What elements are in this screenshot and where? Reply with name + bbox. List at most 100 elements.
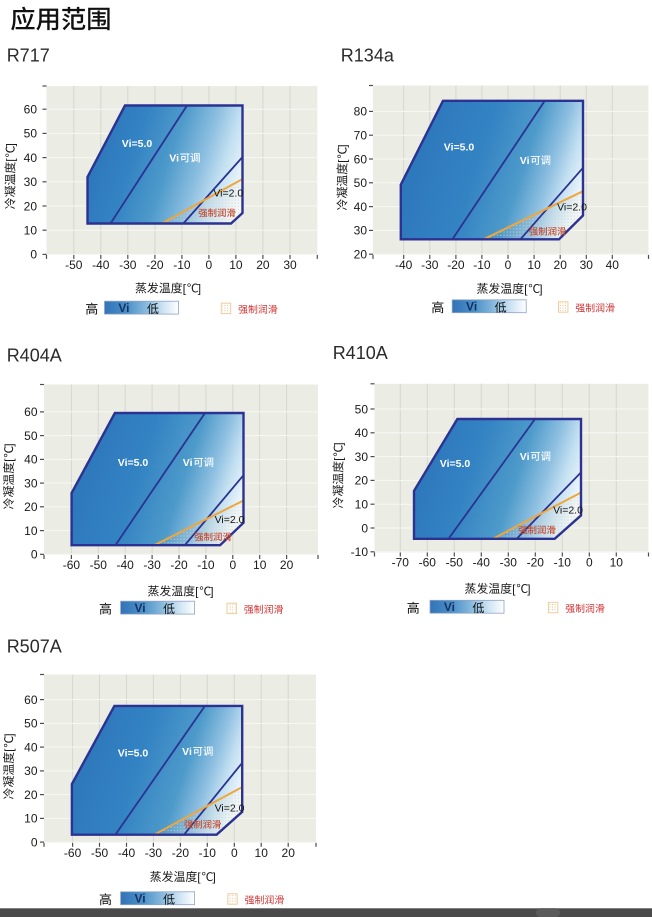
- svg-text:-10: -10: [554, 556, 572, 570]
- svg-text:R404A: R404A: [7, 346, 62, 366]
- svg-text:-60: -60: [64, 846, 82, 860]
- svg-text:50: 50: [24, 127, 38, 141]
- svg-text:]: ]: [210, 584, 213, 598]
- svg-text:R410A: R410A: [333, 343, 388, 363]
- svg-text:[: [: [524, 282, 528, 296]
- svg-text:Vi=5.0: Vi=5.0: [118, 457, 149, 469]
- svg-text:0: 0: [505, 258, 512, 272]
- svg-text:60: 60: [24, 405, 38, 419]
- svg-text:40: 40: [355, 426, 369, 440]
- svg-text:R134a: R134a: [341, 45, 395, 65]
- svg-text:Vi=5.0: Vi=5.0: [122, 138, 153, 150]
- svg-text:40: 40: [24, 151, 38, 165]
- svg-text:60: 60: [24, 693, 38, 707]
- svg-text:Vi: Vi: [466, 300, 477, 314]
- svg-text:]: ]: [213, 870, 216, 884]
- svg-text:30: 30: [580, 258, 594, 272]
- svg-text:-50: -50: [65, 258, 83, 272]
- svg-text:R717: R717: [7, 45, 50, 65]
- svg-text:Vi=2.0: Vi=2.0: [215, 803, 245, 815]
- svg-text:[: [: [512, 582, 516, 596]
- svg-text:-70: -70: [392, 556, 410, 570]
- svg-text:Vi: Vi: [182, 746, 192, 758]
- svg-text:30: 30: [24, 476, 38, 490]
- svg-text:20: 20: [282, 846, 296, 860]
- svg-text:-30: -30: [421, 258, 439, 272]
- svg-text:-60: -60: [63, 558, 81, 572]
- svg-text:70: 70: [354, 129, 368, 143]
- svg-text:-20: -20: [172, 846, 190, 860]
- svg-text:[: [: [197, 870, 201, 884]
- svg-text:]: ]: [336, 144, 350, 147]
- svg-text:10: 10: [24, 224, 38, 238]
- svg-text:60: 60: [354, 152, 368, 166]
- svg-text:]: ]: [2, 443, 16, 446]
- svg-text:0: 0: [231, 846, 238, 860]
- svg-text:50: 50: [24, 717, 38, 731]
- svg-text:10: 10: [610, 556, 624, 570]
- svg-text:-20: -20: [146, 258, 164, 272]
- svg-text:Vi: Vi: [520, 155, 530, 167]
- svg-text:10: 10: [355, 498, 369, 512]
- svg-text:20: 20: [554, 258, 568, 272]
- svg-text:-10: -10: [473, 258, 491, 272]
- svg-text:Vi: Vi: [444, 600, 455, 614]
- svg-text:-20: -20: [527, 556, 545, 570]
- svg-text:20: 20: [354, 248, 368, 262]
- svg-text:20: 20: [24, 788, 38, 802]
- svg-text:30: 30: [283, 258, 297, 272]
- svg-text:-50: -50: [446, 556, 464, 570]
- svg-text:-30: -30: [145, 846, 163, 860]
- svg-text:10: 10: [229, 258, 243, 272]
- svg-text:]: ]: [2, 733, 16, 736]
- svg-text:[: [: [195, 584, 199, 598]
- svg-text:0: 0: [31, 548, 38, 562]
- svg-text:10: 10: [527, 258, 541, 272]
- svg-text:0: 0: [361, 521, 368, 535]
- svg-text:10: 10: [24, 812, 38, 826]
- svg-text:0: 0: [586, 556, 593, 570]
- svg-text:50: 50: [24, 429, 38, 443]
- svg-text:Vi: Vi: [520, 451, 530, 463]
- svg-text:-10: -10: [173, 258, 191, 272]
- svg-text:40: 40: [354, 200, 368, 214]
- svg-text:Vi=5.0: Vi=5.0: [118, 747, 149, 759]
- svg-text:Vi=2.0: Vi=2.0: [215, 514, 245, 526]
- svg-text:Vi=2.0: Vi=2.0: [557, 202, 587, 214]
- svg-text:[: [: [183, 281, 187, 295]
- svg-text:]: ]: [4, 143, 18, 146]
- svg-text:10: 10: [255, 846, 269, 860]
- svg-text:Vi: Vi: [134, 892, 145, 906]
- svg-text:50: 50: [354, 176, 368, 190]
- svg-text:Vi=5.0: Vi=5.0: [440, 458, 471, 470]
- svg-text:-30: -30: [500, 556, 518, 570]
- svg-text:-40: -40: [118, 846, 136, 860]
- svg-text:30: 30: [24, 175, 38, 189]
- svg-text:40: 40: [24, 453, 38, 467]
- svg-text:0: 0: [229, 558, 236, 572]
- svg-text:10: 10: [253, 558, 267, 572]
- svg-text:-30: -30: [143, 558, 161, 572]
- svg-text:[: [: [4, 158, 18, 162]
- svg-text:10: 10: [24, 524, 38, 538]
- svg-text:]: ]: [198, 281, 201, 295]
- svg-text:]: ]: [527, 582, 530, 596]
- svg-text:0: 0: [30, 248, 37, 262]
- svg-text:40: 40: [24, 740, 38, 754]
- svg-text:-10: -10: [197, 558, 215, 572]
- svg-text:30: 30: [355, 450, 369, 464]
- svg-text:-50: -50: [90, 558, 108, 572]
- svg-text:]: ]: [332, 442, 346, 445]
- svg-text:40: 40: [606, 258, 620, 272]
- svg-text:0: 0: [206, 258, 213, 272]
- svg-text:30: 30: [354, 224, 368, 238]
- svg-text:[: [: [332, 457, 346, 461]
- svg-text:-40: -40: [395, 258, 413, 272]
- svg-text:30: 30: [24, 764, 38, 778]
- svg-text:20: 20: [24, 500, 38, 514]
- svg-text:Vi: Vi: [134, 601, 145, 615]
- svg-text:0: 0: [31, 835, 38, 849]
- svg-text:[: [: [2, 458, 16, 462]
- svg-text:Vi=2.0: Vi=2.0: [553, 505, 583, 517]
- svg-text:-10: -10: [199, 846, 217, 860]
